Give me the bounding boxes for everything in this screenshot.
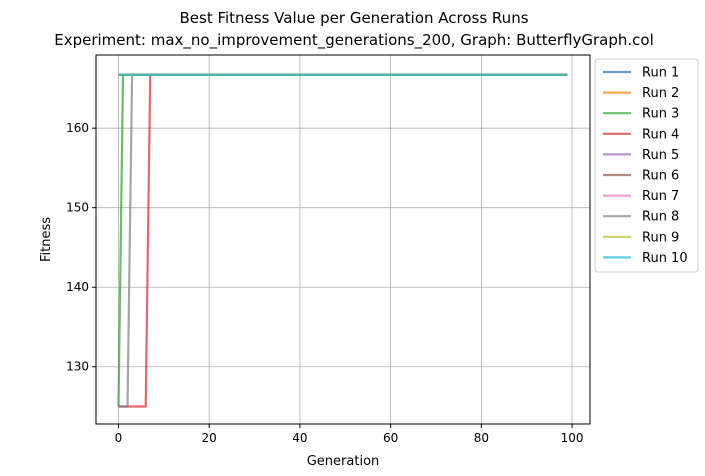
series-line-run-3 xyxy=(117,73,568,407)
x-tick-label: 40 xyxy=(292,431,307,445)
legend-label: Run 4 xyxy=(642,127,679,142)
legend-label: Run 1 xyxy=(642,66,679,81)
chart-subtitle: Experiment: max_no_improvement_generatio… xyxy=(54,31,654,50)
y-tick-label: 150 xyxy=(66,201,89,215)
series-line-run-4 xyxy=(118,73,568,408)
grid-lines xyxy=(96,55,590,424)
chart-title: Best Fitness Value per Generation Across… xyxy=(179,9,528,27)
x-tick-label: 20 xyxy=(202,431,217,445)
legend-label: Run 3 xyxy=(642,107,679,122)
x-tick-label: 60 xyxy=(383,431,398,445)
plot-frame xyxy=(95,54,591,425)
legend-label: Run 6 xyxy=(642,169,679,184)
x-tick-label: 80 xyxy=(474,431,489,445)
x-tick-label: 100 xyxy=(561,431,584,445)
legend-label: Run 9 xyxy=(642,230,679,245)
legend: Run 1 Run 2 Run 3 Run 4 Run 5 Run 6 Run 7 Run 8… xyxy=(594,58,699,273)
legend-label: Run 5 xyxy=(642,148,679,163)
axis-ticks: 0 20 40 60 80 100 130 140 150 160 xyxy=(66,121,583,445)
legend-label: Run 2 xyxy=(642,86,679,101)
y-axis-label: Fitness xyxy=(39,217,54,262)
x-axis-label: Generation xyxy=(307,454,380,469)
legend-label: Run 8 xyxy=(642,210,679,225)
y-tick-label: 140 xyxy=(66,280,89,294)
legend-label: Run 10 xyxy=(642,251,688,266)
series-line-run-8 xyxy=(118,73,568,408)
y-tick-label: 130 xyxy=(66,360,89,374)
series-lines xyxy=(117,73,568,408)
y-tick-label: 160 xyxy=(66,121,89,135)
legend-label: Run 7 xyxy=(642,189,679,204)
x-tick-label: 0 xyxy=(115,431,123,445)
